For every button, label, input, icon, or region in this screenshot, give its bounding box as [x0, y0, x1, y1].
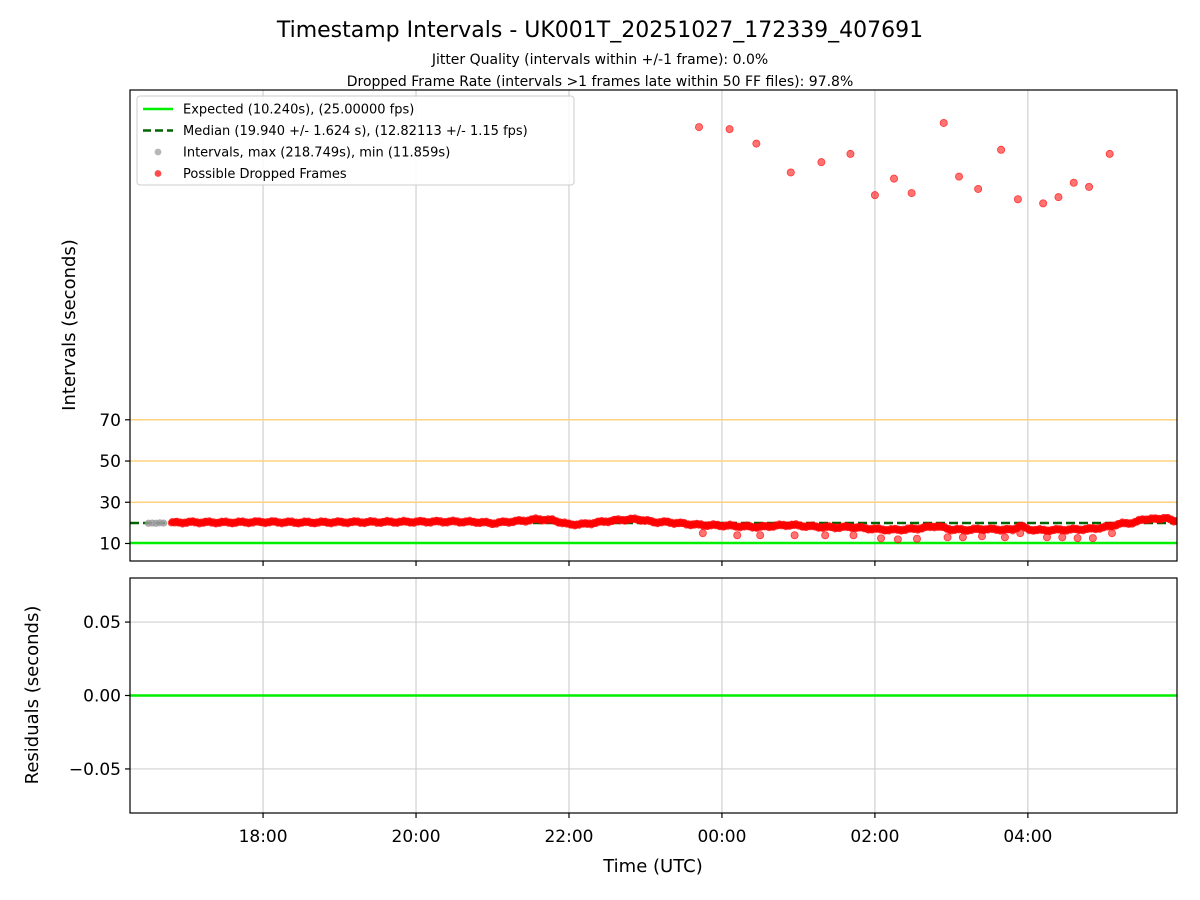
dropped-frame-outlier-point: [1069, 178, 1078, 187]
interval-point: [160, 519, 168, 527]
legend-entry-label: Possible Dropped Frames: [183, 167, 347, 182]
intervals-y-tick-label: 70: [99, 411, 121, 431]
intervals-y-axis-label: Intervals (seconds): [59, 239, 80, 411]
dropped-frame-rate-subtitle: Dropped Frame Rate (intervals >1 frames …: [347, 74, 854, 90]
dropped-frame-outlier-point: [1085, 182, 1094, 191]
threshold-lines: [130, 419, 1177, 504]
x-tick-label: 18:00: [239, 827, 288, 847]
dropped-frame-outlier-point: [1105, 149, 1114, 158]
chart-title: Timestamp Intervals - UK001T_20251027_17…: [276, 18, 923, 43]
dropped-frame-outlier-point: [817, 158, 826, 167]
dropped-frame-outlier-point: [870, 191, 879, 200]
intervals-y-tick-label: 10: [99, 534, 121, 554]
dropped-frame-outlier-point: [725, 125, 734, 134]
dropped-frame-outlier-point: [1042, 533, 1051, 542]
dropped-frame-outlier-point: [846, 149, 855, 158]
residuals-y-tick-label: 0.00: [83, 687, 121, 707]
dropped-frame-outlier-point: [943, 533, 952, 542]
x-axis-label: Time (UTC): [602, 856, 703, 877]
dropped-frame-outlier-point: [786, 168, 795, 177]
intervals-panel: 10 30 50 70 Intervals (seconds) Expected (1…: [59, 89, 1178, 566]
dropped-frame-outlier-point: [790, 531, 799, 540]
residuals-panel: 0.05 0.00 −0.05 18:00 20:00 22:00 00:00 02:00 0…: [22, 577, 1178, 847]
legend-entry-label: Median (19.940 +/- 1.624 s), (12.82113 +…: [183, 124, 528, 139]
dropped-frame-outlier-point: [1000, 533, 1009, 542]
legend-box: [136, 95, 575, 186]
residuals-y-ticks: 0.05 0.00 −0.05: [69, 613, 130, 780]
x-tick-label: 02:00: [850, 827, 899, 847]
dropped-frame-outlier-point: [877, 534, 886, 543]
dropped-frame-outlier-point: [733, 531, 742, 540]
residuals-y-tick-label: 0.05: [83, 613, 121, 633]
dropped-frame-outlier-point: [890, 174, 899, 183]
dropped-frame-outlier-point: [698, 529, 707, 538]
dropped-frame-outlier-point: [907, 189, 916, 198]
dropped-frame-outlier-point: [821, 531, 830, 540]
legend-marker-swatch: [154, 148, 162, 156]
dropped-frame-outlier-point: [997, 145, 1006, 154]
legend-marker-swatch: [154, 170, 162, 177]
residuals-y-tick-label: −0.05: [69, 760, 121, 780]
intervals-x-ticks: [262, 561, 1029, 566]
x-tick-label: 20:00: [392, 827, 441, 847]
dropped-frame-outlier-point: [974, 184, 983, 193]
dropped-frame-outlier-point: [695, 123, 704, 132]
legend-entry-label: Expected (10.240s), (25.00000 fps): [183, 103, 414, 118]
intervals-y-tick-label: 50: [99, 452, 121, 472]
x-tick-label: 22:00: [544, 827, 593, 847]
dropped-frame-outlier-point: [849, 531, 858, 540]
dropped-frame-outlier-point: [1039, 199, 1048, 208]
dropped-frame-point: [1173, 518, 1177, 526]
dropped-frame-outlier-point: [756, 531, 765, 540]
legend-entry-label: Intervals, max (218.749s), min (11.859s): [183, 146, 450, 161]
dropped-frame-outlier-point: [1016, 529, 1025, 538]
intervals-y-tick-label: 30: [99, 493, 121, 513]
dropped-frame-outlier-point: [752, 139, 761, 148]
x-tick-label: 00:00: [697, 827, 746, 847]
legend: Expected (10.240s), (25.00000 fps) Median…: [136, 95, 575, 186]
jitter-quality-subtitle: Jitter Quality (intervals within +/-1 fr…: [431, 52, 768, 68]
dropped-frame-outlier-point: [912, 534, 921, 543]
dropped-frame-outlier-point: [939, 118, 948, 127]
dropped-frame-outlier-point: [1107, 529, 1116, 538]
dropped-frame-outlier-point: [958, 533, 967, 542]
dropped-frame-outlier-point: [1058, 533, 1067, 542]
dropped-frame-outlier-point: [977, 532, 986, 541]
intervals-y-ticks: 10 30 50 70: [99, 411, 130, 554]
dropped-frame-outlier-point: [1013, 195, 1022, 204]
intervals-plot-frame: [129, 89, 1178, 562]
dropped-frame-outlier-point: [893, 535, 902, 544]
x-tick-label: 04:00: [1003, 827, 1052, 847]
residuals-x-ticks: 18:00 20:00 22:00 00:00 02:00 04:00: [239, 813, 1052, 847]
dropped-frame-outlier-point: [1054, 193, 1063, 202]
interval-points: [144, 118, 1177, 544]
dropped-frame-outlier-point: [955, 172, 964, 181]
residuals-y-axis-label: Residuals (seconds): [22, 606, 43, 785]
dropped-frame-outlier-point: [1073, 534, 1082, 543]
dropped-frame-outlier-point: [1088, 534, 1097, 543]
